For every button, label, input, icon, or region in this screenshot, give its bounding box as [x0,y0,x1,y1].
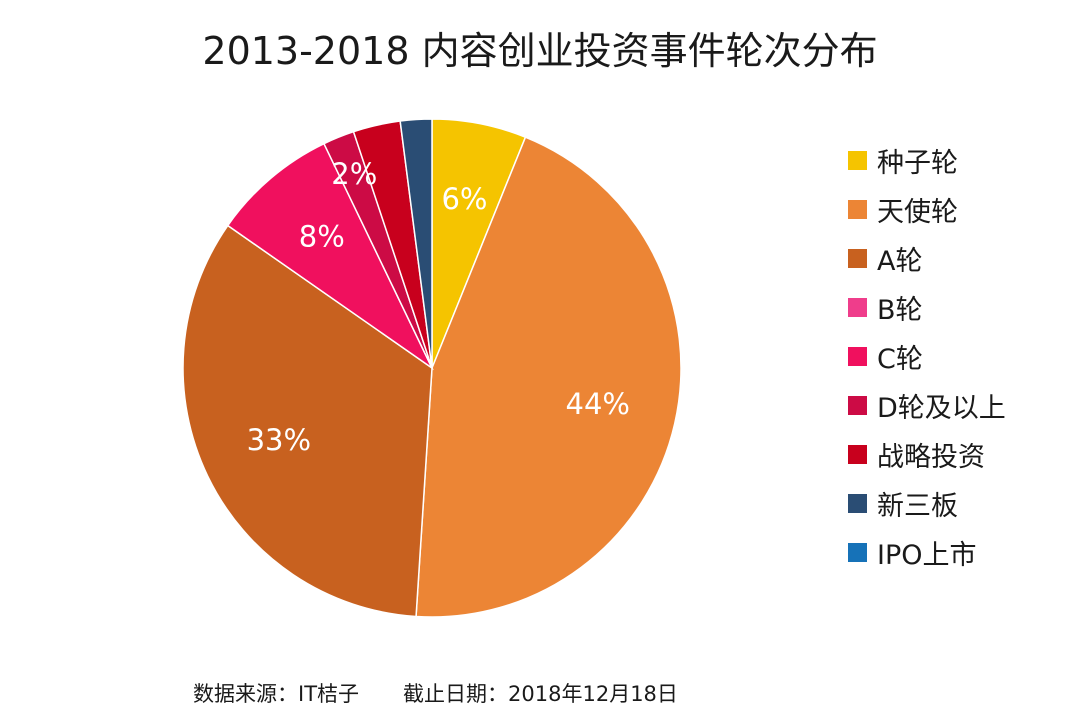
legend-label: D轮及以上 [877,393,1006,424]
legend: 种子轮天使轮 A轮 B轮 C轮 D轮及以上战略投资新三板 IPO上市 [848,136,1078,577]
legend-label: 天使轮 [877,197,958,228]
legend-label: C轮 [877,344,923,375]
data-source: 数据来源：IT桔子 [193,682,360,706]
legend-item-2: 天使轮 [848,185,1078,234]
legend-label: A轮 [877,246,923,277]
pie-slice-5 [226,142,434,371]
legend-label: B轮 [877,295,923,326]
legend-swatch [848,200,867,219]
slice-label-6: 2% [331,157,377,191]
pie-slice-labels: 6% 44% 33% 8% 2% [247,157,630,457]
pie-slice-8 [399,118,433,369]
slice-label-3: 33% [247,423,311,457]
legend-label: 战略投资 [877,442,985,473]
legend-swatch [848,494,867,513]
legend-swatch [848,151,867,170]
legend-swatch [848,249,867,268]
legend-item-7: 战略投资 [848,430,1078,479]
chart-title: 2013-2018 内容创业投资事件轮次分布 [202,29,878,73]
legend-swatch [848,543,867,562]
legend-item-3: A轮 [848,234,1078,283]
legend-label: 种子轮 [877,148,958,179]
legend-item-5: C轮 [848,332,1078,381]
cutoff-date: 截止日期：2018年12月18日 [403,682,678,706]
slice-label-2: 44% [566,387,630,421]
legend-item-1: 种子轮 [848,136,1078,185]
footer-note: 数据来源：IT桔子 截止日期：2018年12月18日 [193,678,678,708]
pie-slices [182,118,682,618]
legend-swatch [848,347,867,366]
legend-item-4: B轮 [848,283,1078,332]
pie-slice-3 [182,224,433,618]
pie-slice-2 [415,136,682,618]
slice-label-1: 6% [441,182,487,216]
legend-item-9: IPO上市 [848,528,1078,577]
legend-swatch [848,396,867,415]
slice-label-5: 8% [299,220,345,254]
legend-label: 新三板 [877,491,958,522]
legend-item-6: D轮及以上 [848,381,1078,430]
legend-label: IPO上市 [877,540,977,571]
legend-item-8: 新三板 [848,479,1078,528]
legend-swatch [848,445,867,464]
legend-swatch [848,298,867,317]
